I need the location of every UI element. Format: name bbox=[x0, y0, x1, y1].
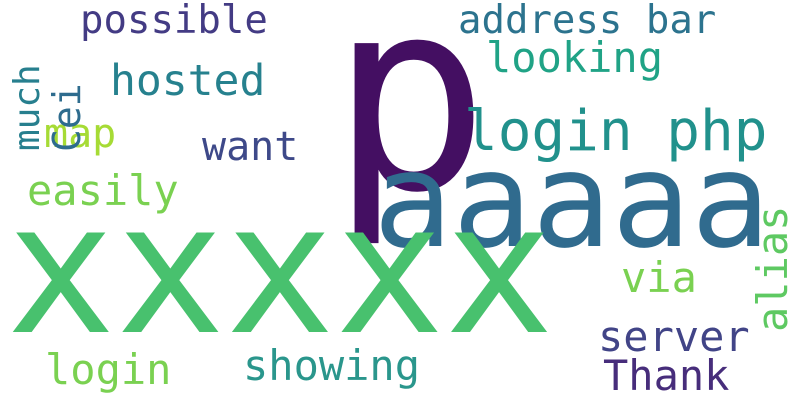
word-xxxxx: xxxxx bbox=[6, 163, 554, 375]
word-want: want bbox=[202, 124, 299, 170]
word-hosted: hosted bbox=[110, 56, 266, 106]
word-looking: looking bbox=[486, 33, 664, 82]
word-aaaaa: aaaaa bbox=[373, 124, 771, 278]
word-map: map bbox=[44, 111, 117, 157]
word-easily: easily bbox=[27, 166, 179, 215]
word-thank: Thank bbox=[603, 351, 730, 400]
word-much: much bbox=[7, 64, 48, 151]
word-cei: Cei bbox=[45, 83, 89, 152]
word-server: server bbox=[598, 312, 750, 361]
word-p: p bbox=[330, 0, 490, 251]
word-login: login bbox=[45, 345, 172, 394]
word-alias: alias bbox=[748, 205, 797, 332]
word-via: via bbox=[621, 253, 697, 302]
word-possible: possible bbox=[80, 0, 268, 43]
word-showing: showing bbox=[243, 341, 421, 390]
word-login-php: login php bbox=[464, 99, 768, 164]
word-address-bar: address bar bbox=[458, 0, 717, 43]
